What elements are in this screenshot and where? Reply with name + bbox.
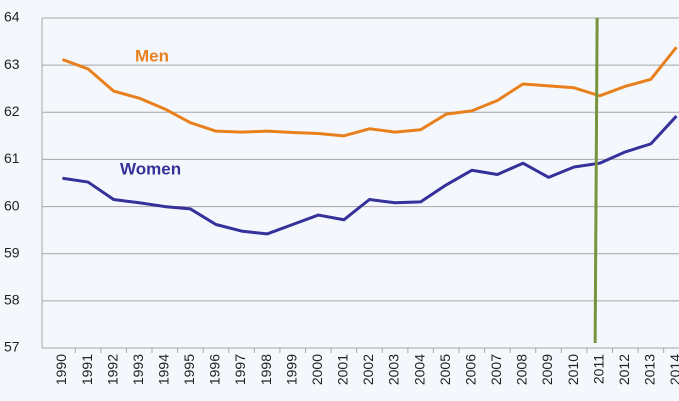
x-tick-label: 2001 (335, 354, 351, 385)
x-tick-label: 2010 (565, 354, 581, 385)
x-tick-label: 2006 (462, 354, 478, 385)
x-tick-label: 2008 (514, 354, 530, 385)
x-tick-label: 1996 (207, 354, 223, 385)
x-tick-label: 2003 (386, 354, 402, 385)
x-tick-label: 1998 (258, 354, 274, 385)
x-tick-label: 2013 (642, 354, 658, 385)
series-line (61, 46, 678, 138)
y-tick-label: 64 (4, 9, 20, 25)
x-tick-label: 1991 (79, 354, 95, 385)
x-tick-label: 2004 (411, 354, 427, 385)
x-tick-label: 1999 (283, 354, 299, 385)
x-tick-label: 1990 (53, 354, 69, 385)
y-tick-label: 57 (4, 339, 20, 355)
series-label: Men (135, 46, 169, 65)
x-tick-label: 1994 (155, 354, 171, 385)
x-tick-label: 1995 (181, 354, 197, 385)
x-tick-label: 2007 (488, 354, 504, 385)
x-tick-label: 1992 (104, 354, 120, 385)
x-tick-label: 2005 (437, 354, 453, 385)
y-tick-label: 63 (4, 56, 20, 72)
x-tick-label: 2000 (309, 354, 325, 385)
series-line (62, 115, 678, 236)
series-label: Women (120, 159, 181, 178)
marker-line (593, 17, 599, 344)
x-tick-label: 2012 (616, 354, 632, 385)
x-tick-label: 1993 (130, 354, 146, 385)
y-tick-label: 60 (4, 197, 20, 213)
x-tick-label: 1997 (232, 354, 248, 385)
x-tick-label: 2009 (539, 354, 555, 385)
y-tick-label: 58 (4, 292, 20, 308)
y-tick-label: 59 (4, 244, 20, 260)
x-tick-label: 2011 (590, 354, 606, 384)
y-tick-label: 61 (4, 150, 20, 166)
y-tick-label: 62 (4, 103, 20, 119)
x-tick-label: 2014 (667, 354, 679, 385)
x-tick-label: 2002 (360, 354, 376, 385)
